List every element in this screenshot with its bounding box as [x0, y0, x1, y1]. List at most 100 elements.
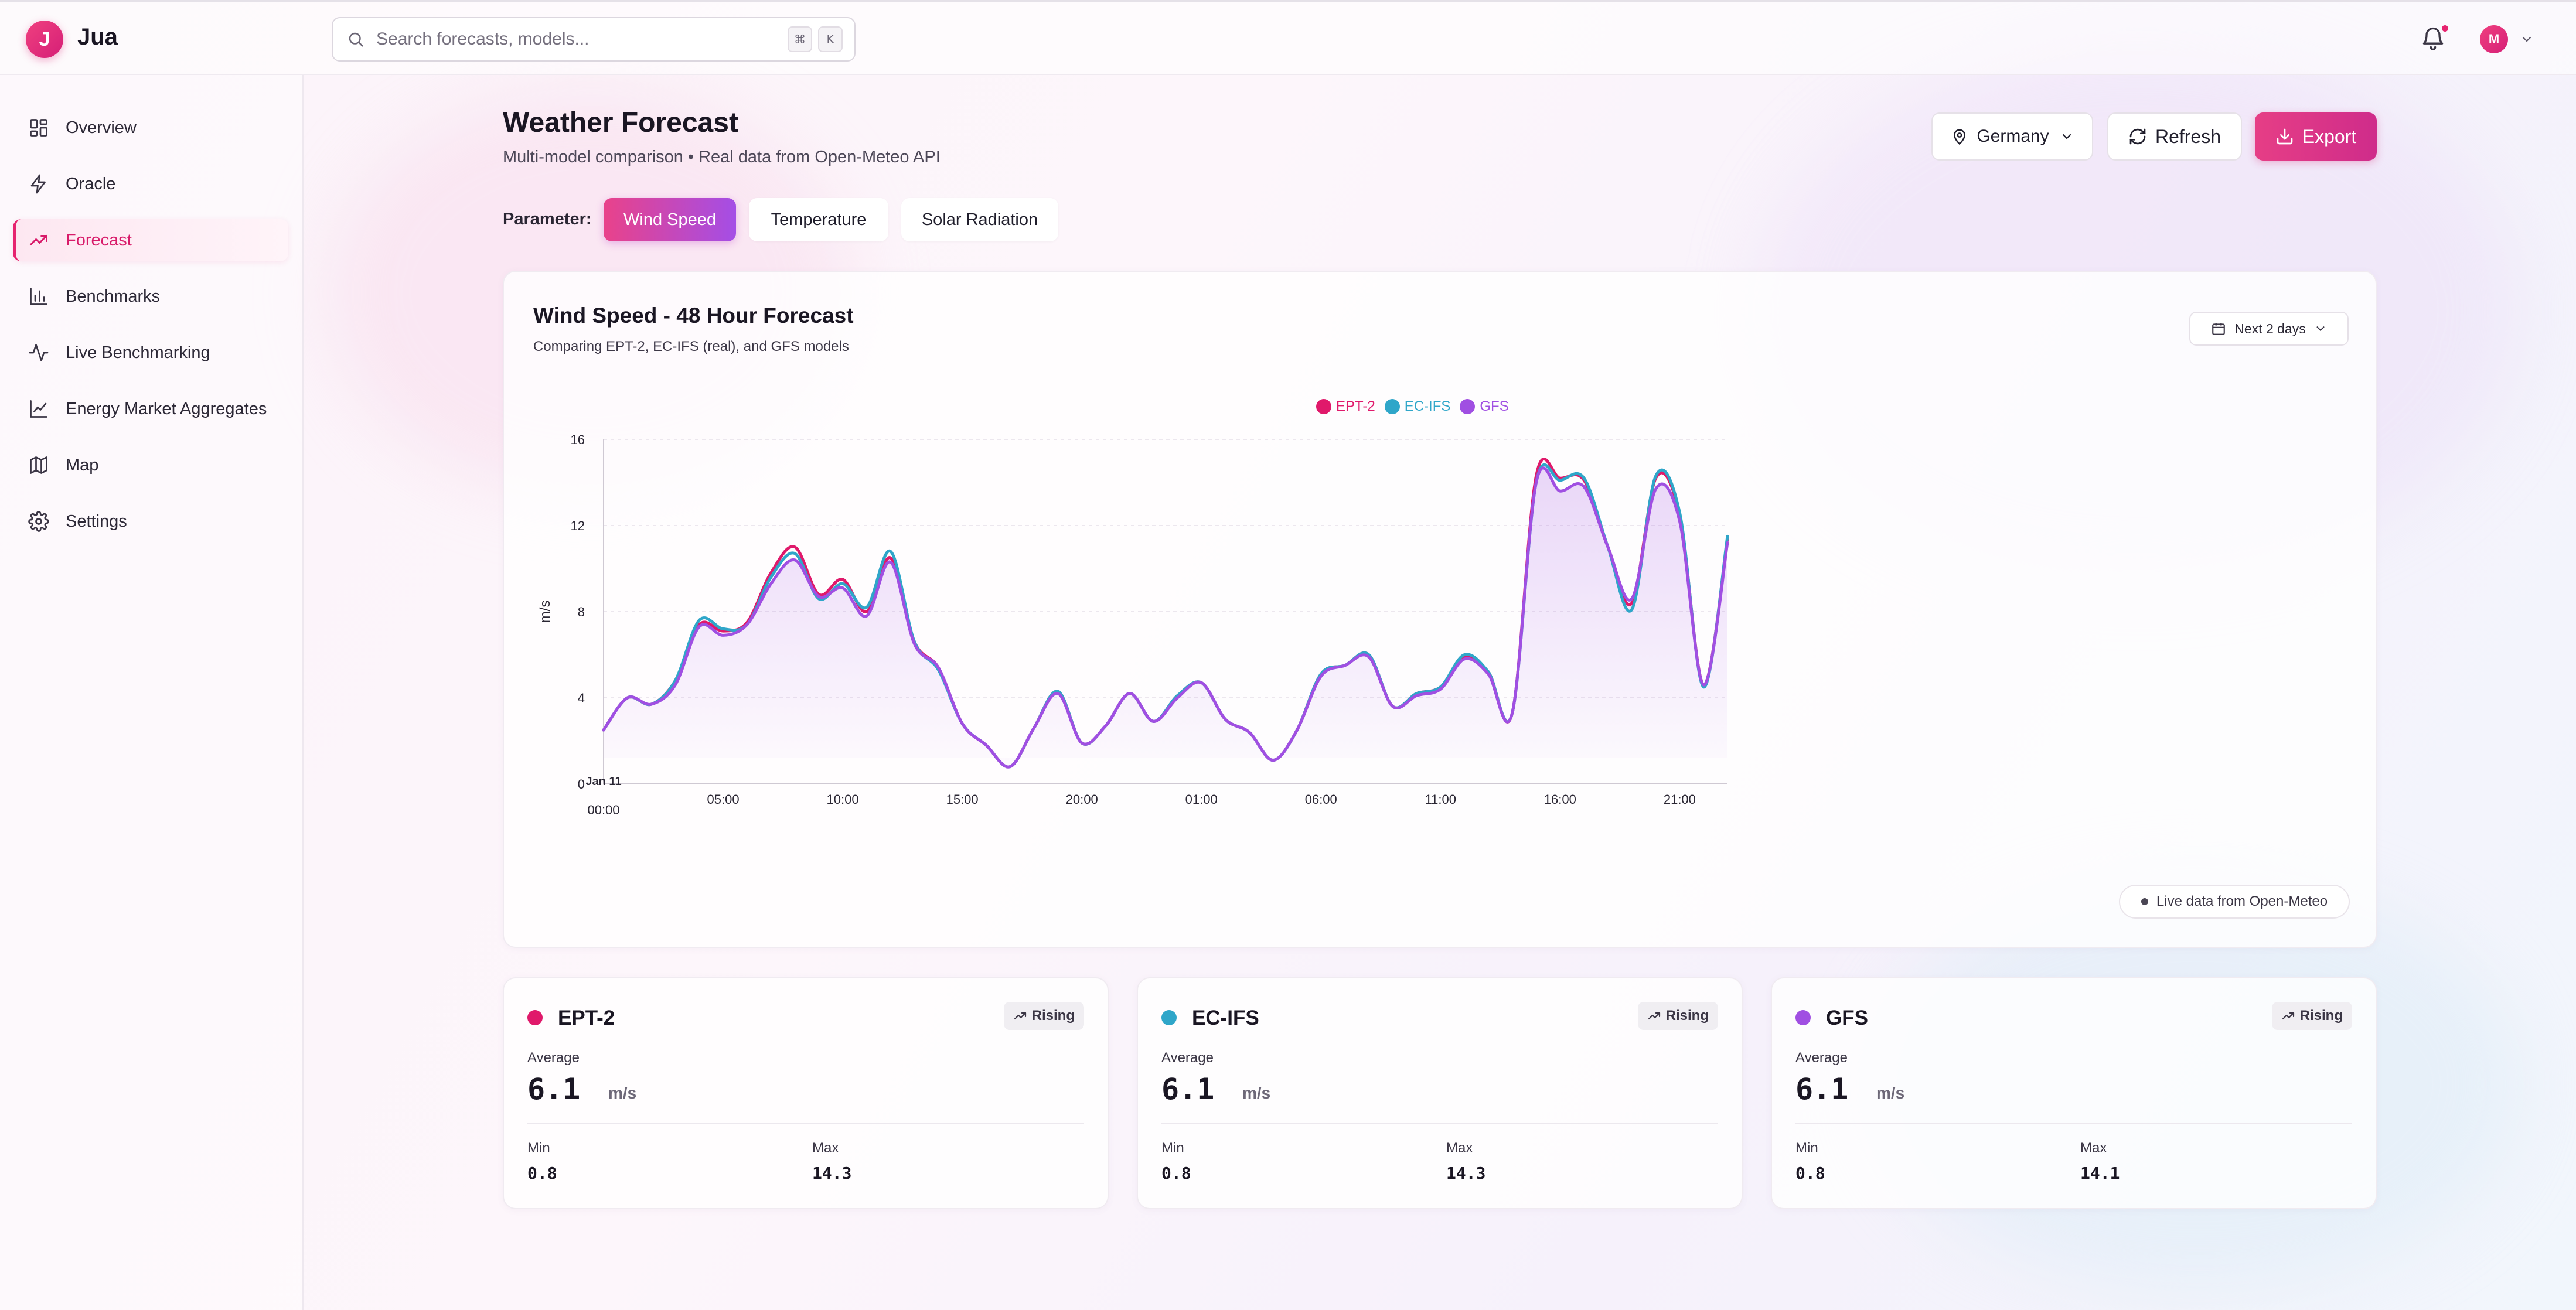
legend-label: EC-IFS [1404, 398, 1451, 414]
chart-subtitle: Comparing EPT-2, EC-IFS (real), and GFS … [533, 339, 849, 354]
x-tick-label: 11:00 [1425, 792, 1456, 807]
y-tick-label: 12 [571, 518, 585, 533]
notification-dot [2442, 25, 2448, 32]
trend-badge: Rising [1637, 1002, 1718, 1030]
average-label: Average [1795, 1050, 1848, 1066]
gear-icon [27, 510, 50, 533]
x-tick-label: 01:00 [1185, 792, 1218, 807]
legend-dot [1384, 399, 1400, 414]
sidebar-item-oracle[interactable]: Oracle [13, 163, 288, 205]
trending-up-icon [27, 228, 50, 252]
x-tick-label: 16:00 [1544, 792, 1576, 807]
max-label: Max [2080, 1140, 2107, 1156]
trend-badge: Rising [1003, 1002, 1084, 1030]
logo-badge[interactable]: J [26, 21, 63, 58]
calendar-icon [2212, 323, 2226, 335]
series-area-gfs [604, 468, 1727, 767]
live-data-label: Live data from Open-Meteo [2156, 893, 2328, 909]
sidebar-item-energy-market-aggregates[interactable]: Energy Market Aggregates [13, 388, 288, 430]
refresh-icon [2129, 128, 2146, 145]
chevron-down-icon [2062, 134, 2071, 139]
search-input[interactable] [375, 29, 752, 50]
min-value: 0.8 [1161, 1164, 1191, 1183]
sidebar-item-settings[interactable]: Settings [13, 500, 288, 543]
min-label: Min [1161, 1140, 1184, 1156]
min-value: 0.8 [527, 1164, 557, 1183]
max-value: 14.3 [812, 1164, 852, 1183]
x-tick-label: 10:00 [827, 792, 859, 807]
model-color-dot [527, 1010, 543, 1025]
top-bar: J Jua ⌘ K M [0, 0, 2576, 75]
parameter-temperature[interactable]: Temperature [749, 198, 888, 241]
y-tick-label: 0 [578, 777, 585, 792]
sidebar-item-live-benchmarking[interactable]: Live Benchmarking [13, 332, 288, 374]
avatar[interactable]: M [2480, 25, 2508, 53]
sidebar-item-label: Benchmarks [66, 286, 161, 306]
max-label: Max [1446, 1140, 1473, 1156]
legend-item-ec-ifs[interactable]: EC-IFS [1384, 398, 1451, 415]
page-subtitle: Multi-model comparison • Real data from … [503, 148, 941, 166]
legend-label: GFS [1480, 398, 1509, 414]
live-data-badge: Live data from Open-Meteo [2119, 885, 2350, 919]
location-select[interactable]: Germany [1931, 112, 2093, 161]
sidebar-item-label: Forecast [66, 230, 132, 250]
export-button[interactable]: Export [2255, 112, 2377, 161]
model-name: EPT-2 [558, 1007, 615, 1029]
average-unit: m/s [1876, 1084, 1905, 1102]
sidebar-item-forecast[interactable]: Forecast [13, 219, 288, 261]
location-label: Germany [1977, 127, 2049, 146]
max-label: Max [812, 1140, 839, 1156]
divider [1161, 1123, 1718, 1124]
map-icon [27, 453, 50, 477]
search-box[interactable]: ⌘ K [332, 17, 856, 62]
time-range-select[interactable]: Next 2 days [2189, 312, 2349, 346]
x-tick-label: 15:00 [946, 792, 979, 807]
trending-up-icon [2282, 1012, 2294, 1020]
model-color-dot [1795, 1010, 1811, 1025]
kbd-command-key: ⌘ [788, 26, 812, 52]
x-tick-label: 05:00 [707, 792, 740, 807]
trend-label: Rising [1031, 1008, 1075, 1024]
x-tick-label: 21:00 [1664, 792, 1696, 807]
sidebar-item-benchmarks[interactable]: Benchmarks [13, 275, 288, 318]
trending-up-icon [1014, 1012, 1026, 1020]
legend-dot [1316, 399, 1331, 414]
chevron-down-icon[interactable] [2520, 32, 2534, 46]
bell-icon[interactable] [2420, 25, 2446, 51]
refresh-label: Refresh [2155, 125, 2221, 147]
min-label: Min [1795, 1140, 1818, 1156]
sidebar: Overview Oracle Forecast Benchmarks Live… [0, 75, 304, 1310]
y-tick-label: 8 [578, 605, 585, 619]
max-value: 14.3 [1446, 1164, 1486, 1183]
y-tick-label: 16 [571, 432, 585, 447]
x-date-label: Jan 11 [585, 775, 621, 788]
bolt-icon [27, 172, 50, 196]
legend-item-ept2[interactable]: EPT-2 [1316, 398, 1375, 415]
model-stat-card-ept2: EPT-2 Rising Average 6.1 m/s Min Max 0.8… [503, 977, 1109, 1209]
average-label: Average [527, 1050, 580, 1066]
sidebar-item-label: Overview [66, 118, 137, 137]
legend-item-gfs[interactable]: GFS [1460, 398, 1509, 415]
model-name: EC-IFS [1192, 1007, 1259, 1029]
average-unit: m/s [608, 1084, 637, 1102]
bar-chart-icon [27, 285, 50, 308]
model-stat-card-ec-ifs: EC-IFS Rising Average 6.1 m/s Min Max 0.… [1137, 977, 1743, 1209]
refresh-button[interactable]: Refresh [2107, 112, 2242, 161]
model-stat-card-gfs: GFS Rising Average 6.1 m/s Min Max 0.8 1… [1771, 977, 2377, 1209]
app-name: Jua [77, 24, 118, 50]
trend-label: Rising [1665, 1008, 1709, 1024]
average-value: 6.1 [1161, 1072, 1215, 1106]
export-label: Export [2302, 125, 2357, 147]
parameter-solar-radiation[interactable]: Solar Radiation [901, 198, 1058, 241]
forecast-chart-card: Wind Speed - 48 Hour Forecast Comparing … [503, 271, 2377, 948]
x-tick-label: 06:00 [1305, 792, 1337, 807]
time-range-label: Next 2 days [2234, 320, 2306, 336]
sidebar-item-map[interactable]: Map [13, 444, 288, 486]
sidebar-item-overview[interactable]: Overview [13, 107, 288, 149]
parameter-wind-speed[interactable]: Wind Speed [604, 198, 736, 241]
divider [527, 1123, 1084, 1124]
trending-up-icon [1648, 1012, 1660, 1020]
min-label: Min [527, 1140, 550, 1156]
x-tick-label: 00:00 [587, 803, 619, 817]
chart-legend: EPT-2 EC-IFS GFS [1316, 398, 1509, 415]
